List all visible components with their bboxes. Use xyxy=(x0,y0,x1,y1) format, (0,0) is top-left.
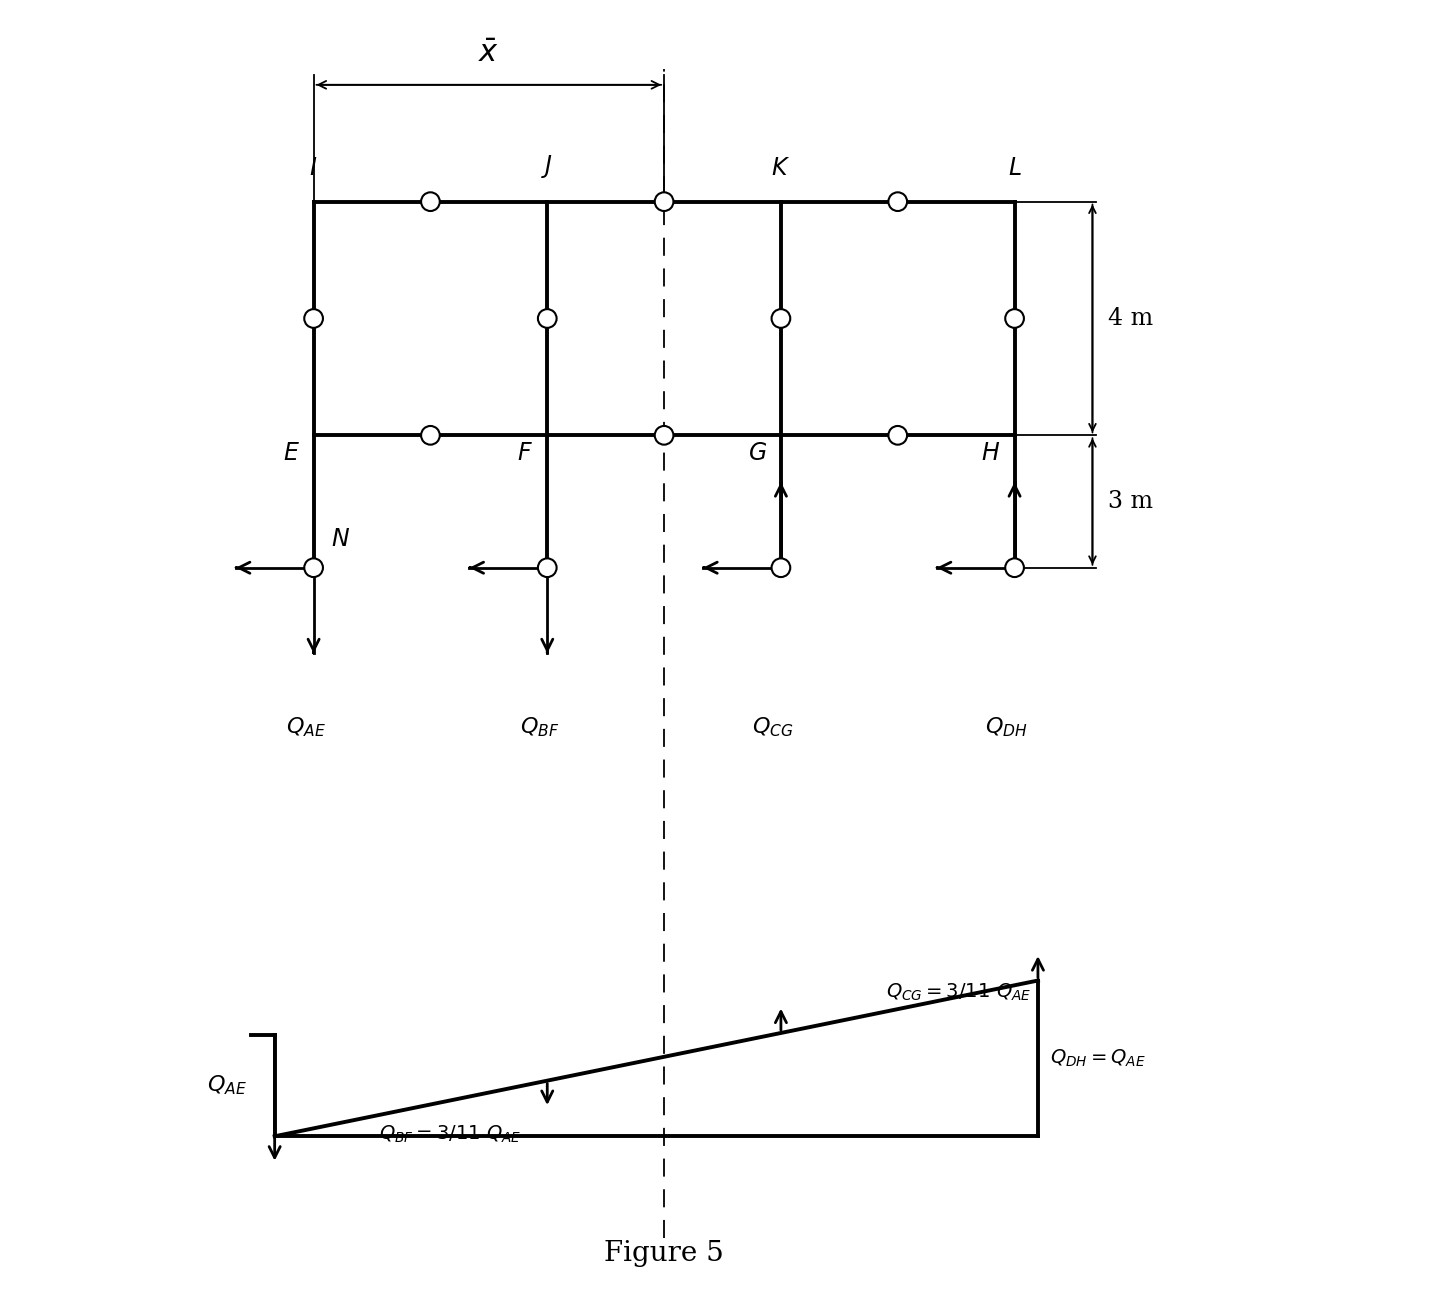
Text: $Q_{BF}=3/11\ Q_{AE}$: $Q_{BF}=3/11\ Q_{AE}$ xyxy=(379,1124,522,1146)
Circle shape xyxy=(1006,309,1025,327)
Text: $Q_{AE}$: $Q_{AE}$ xyxy=(208,1074,247,1098)
Circle shape xyxy=(538,559,556,577)
Text: $\bar{x}$: $\bar{x}$ xyxy=(478,38,500,69)
Circle shape xyxy=(655,192,673,210)
Circle shape xyxy=(305,559,322,577)
Circle shape xyxy=(420,192,439,210)
Circle shape xyxy=(420,426,439,444)
Circle shape xyxy=(772,559,790,577)
Circle shape xyxy=(889,192,907,210)
Text: $G$: $G$ xyxy=(747,442,767,465)
Text: Figure 5: Figure 5 xyxy=(604,1239,724,1267)
Text: $Q_{BF}$: $Q_{BF}$ xyxy=(520,716,559,739)
Circle shape xyxy=(655,426,673,444)
Text: $I$: $I$ xyxy=(309,157,318,179)
Text: $Q_{DH}$: $Q_{DH}$ xyxy=(985,716,1029,739)
Text: 4 m: 4 m xyxy=(1108,307,1153,330)
Text: $E$: $E$ xyxy=(283,442,299,465)
Circle shape xyxy=(889,426,907,444)
Text: $Q_{CG}$: $Q_{CG}$ xyxy=(753,716,793,739)
Text: $J$: $J$ xyxy=(542,153,553,179)
Circle shape xyxy=(305,309,322,327)
Text: $Q_{AE}$: $Q_{AE}$ xyxy=(286,716,325,739)
Text: $K$: $K$ xyxy=(772,157,790,179)
Circle shape xyxy=(538,309,556,327)
Circle shape xyxy=(772,309,790,327)
Circle shape xyxy=(1006,559,1025,577)
Text: $L$: $L$ xyxy=(1007,157,1022,179)
Text: $Q_{DH}=Q_{AE}$: $Q_{DH}=Q_{AE}$ xyxy=(1049,1048,1146,1069)
Text: 3 m: 3 m xyxy=(1108,490,1153,513)
Text: $H$: $H$ xyxy=(981,442,1000,465)
Text: $N$: $N$ xyxy=(331,527,350,551)
Text: $Q_{CG}=3/11\ Q_{AE}$: $Q_{CG}=3/11\ Q_{AE}$ xyxy=(886,982,1032,1003)
Text: $F$: $F$ xyxy=(517,442,533,465)
